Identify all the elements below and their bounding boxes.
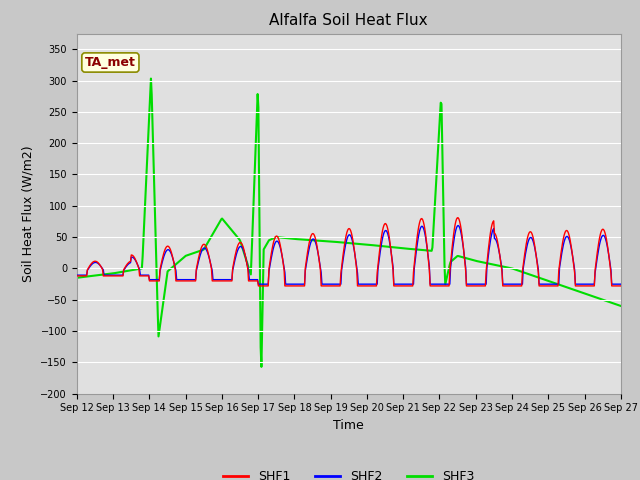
Title: Alfalfa Soil Heat Flux: Alfalfa Soil Heat Flux <box>269 13 428 28</box>
Text: TA_met: TA_met <box>85 56 136 69</box>
X-axis label: Time: Time <box>333 419 364 432</box>
Legend: SHF1, SHF2, SHF3: SHF1, SHF2, SHF3 <box>218 465 480 480</box>
Y-axis label: Soil Heat Flux (W/m2): Soil Heat Flux (W/m2) <box>22 145 35 282</box>
